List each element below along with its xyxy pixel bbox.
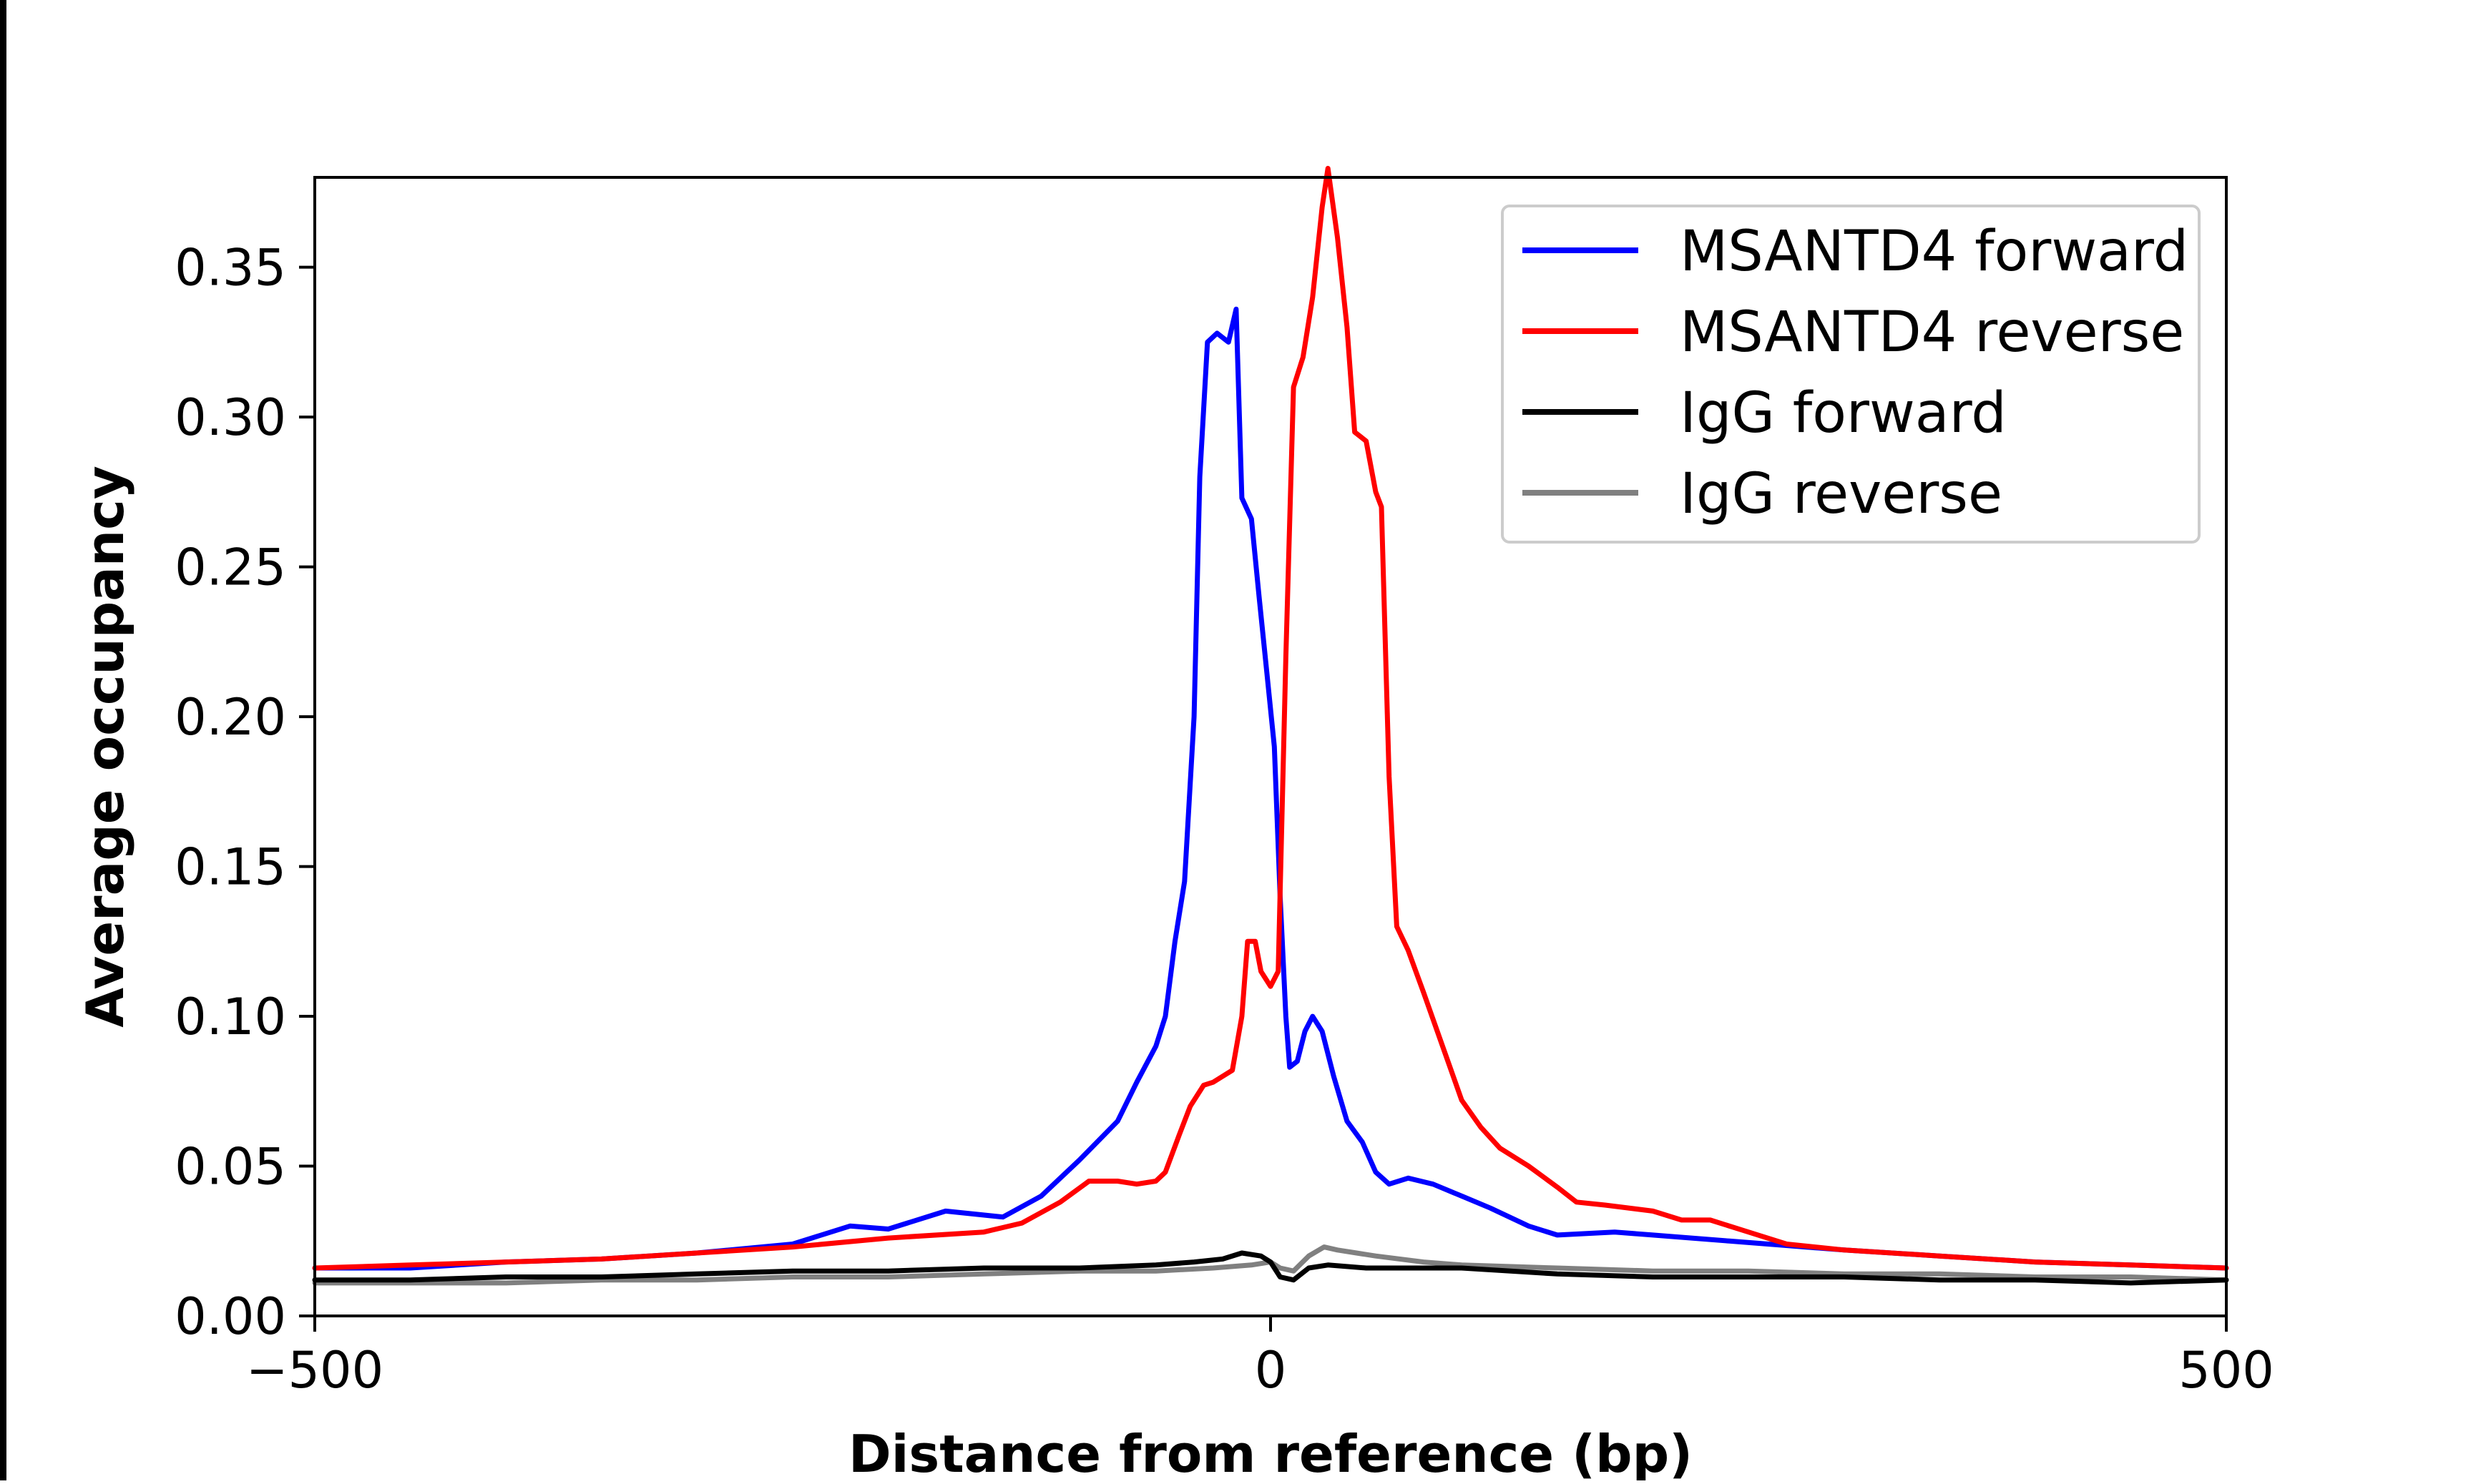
- series-line-igg-forward: [312, 1250, 2229, 1286]
- series-line-igg-reverse: [312, 1244, 2229, 1286]
- x-tick-label: −500: [246, 1341, 383, 1400]
- y-tick-label: 0.00: [175, 1287, 286, 1346]
- x-tick-label: 500: [2178, 1341, 2274, 1400]
- series-line-msantd4-reverse: [312, 165, 2229, 1271]
- y-tick-label: 0.30: [175, 388, 286, 447]
- y-tick-label: 0.10: [175, 988, 286, 1046]
- legend: MSANTD4 forward MSANTD4 reverse IgG forwar…: [1501, 205, 2201, 544]
- legend-entry-label: MSANTD4 reverse: [1680, 300, 2184, 365]
- legend-entry-label: MSANTD4 forward: [1680, 220, 2188, 284]
- x-tick-label: 0: [1255, 1341, 1287, 1400]
- plot-lines: [312, 165, 2229, 1286]
- y-tick-label: 0.05: [175, 1138, 286, 1196]
- image-left-border: [0, 0, 6, 1480]
- y-tick-label: 0.35: [175, 239, 286, 298]
- legend-entry-label: IgG forward: [1680, 381, 2007, 446]
- x-axis-label: Distance from reference (bp): [848, 1424, 1693, 1480]
- series-line-msantd4-forward: [312, 306, 2229, 1271]
- y-tick-label: 0.20: [175, 688, 286, 747]
- y-tick-label: 0.15: [175, 838, 286, 897]
- y-axis-label: Average occupancy: [75, 466, 135, 1028]
- y-tick-label: 0.25: [175, 539, 286, 597]
- legend-box: [1501, 205, 2201, 544]
- y-axis: 0.00 0.05 0.10 0.15 0.20 0.25 0.30 0.35: [175, 239, 315, 1346]
- x-axis: −500 0 500: [246, 1316, 2274, 1400]
- legend-entry-label: IgG reverse: [1680, 462, 2002, 526]
